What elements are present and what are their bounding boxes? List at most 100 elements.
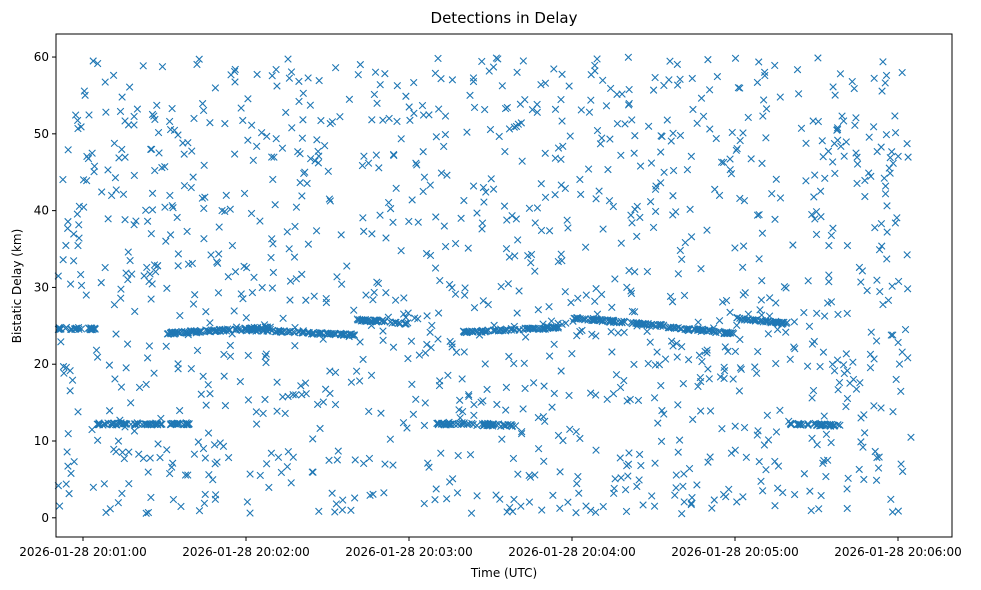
detection-marker: [143, 354, 152, 362]
detection-marker: [808, 434, 816, 442]
detection-marker: [502, 245, 511, 253]
detection-marker: [764, 330, 773, 338]
detection-marker: [464, 390, 473, 399]
detection-marker: [105, 361, 114, 369]
detection-marker: [727, 170, 736, 178]
detection-marker: [70, 325, 79, 333]
detection-marker: [855, 263, 864, 272]
detection-marker: [287, 479, 295, 487]
detection-marker: [259, 327, 268, 335]
detection-marker: [187, 365, 195, 373]
detection-marker: [494, 55, 502, 63]
detection-marker: [639, 501, 647, 509]
detection-marker: [434, 335, 442, 343]
detection-marker: [146, 454, 154, 462]
detection-marker: [393, 81, 402, 90]
detection-marker: [647, 159, 656, 167]
detection-marker: [733, 313, 742, 322]
detection-marker: [630, 360, 638, 369]
detection-marker: [469, 74, 478, 82]
detection-marker: [825, 271, 833, 279]
detection-marker: [427, 343, 435, 352]
detection-marker: [445, 478, 454, 486]
detection-marker: [389, 343, 398, 351]
detection-marker: [869, 123, 878, 131]
detection-marker: [331, 400, 340, 409]
detection-marker: [299, 89, 307, 98]
detection-marker: [286, 277, 295, 285]
detection-marker: [587, 96, 595, 104]
detection-marker: [593, 126, 602, 135]
detection-marker: [576, 175, 584, 184]
detection-marker: [733, 321, 741, 330]
detection-marker: [704, 55, 712, 64]
detection-marker: [876, 287, 884, 296]
detection-marker: [66, 367, 74, 375]
detection-marker: [224, 453, 233, 462]
detection-marker: [359, 459, 368, 468]
detection-marker: [289, 453, 297, 461]
detection-marker: [623, 462, 631, 470]
detection-marker: [147, 145, 156, 153]
detection-marker: [153, 420, 162, 428]
y-tick-label: 0: [41, 511, 49, 525]
detection-marker: [599, 76, 607, 84]
detection-marker: [907, 433, 915, 441]
detection-marker: [746, 316, 755, 324]
detection-marker: [244, 351, 252, 360]
detection-marker: [336, 113, 344, 121]
detection-marker: [828, 158, 837, 166]
detection-marker: [381, 69, 389, 78]
detection-marker: [687, 152, 696, 161]
detection-marker: [674, 448, 682, 456]
detection-marker: [704, 458, 712, 466]
detection-marker: [441, 242, 450, 251]
detection-marker: [200, 204, 208, 213]
detection-marker: [617, 151, 625, 160]
detection-marker: [738, 263, 747, 271]
detection-marker: [648, 492, 656, 500]
detection-marker: [473, 209, 481, 217]
detection-marker: [200, 161, 208, 169]
detection-marker: [97, 278, 105, 287]
detection-marker: [894, 277, 903, 286]
detection-marker: [66, 387, 74, 395]
detection-marker: [646, 197, 655, 206]
detection-marker: [564, 498, 572, 506]
detection-marker: [753, 78, 762, 87]
detection-marker: [432, 213, 440, 221]
detection-marker: [721, 343, 729, 351]
detection-marker: [510, 359, 518, 368]
detection-marker: [755, 210, 763, 219]
detection-marker: [614, 329, 622, 337]
detection-marker: [250, 273, 258, 282]
detection-marker: [165, 469, 174, 478]
detection-marker: [517, 502, 525, 510]
detection-marker: [432, 485, 440, 493]
detection-marker: [484, 326, 492, 334]
detection-marker: [769, 318, 777, 326]
detection-marker: [651, 185, 660, 194]
detection-marker: [139, 454, 148, 463]
detection-marker: [358, 161, 367, 170]
detection-marker: [64, 462, 72, 470]
detection-marker: [829, 224, 837, 232]
detection-marker: [551, 324, 560, 332]
detection-marker: [548, 403, 556, 411]
detection-marker: [247, 121, 256, 129]
detection-marker: [806, 487, 814, 495]
detection-marker: [744, 315, 752, 323]
detection-marker: [680, 498, 688, 506]
detection-marker: [295, 97, 303, 106]
detection-marker: [904, 153, 912, 161]
detection-marker: [124, 275, 132, 284]
x-tick-label: 2026-01-28 20:03:00: [345, 545, 472, 559]
detection-marker: [221, 401, 230, 410]
detection-marker: [326, 367, 334, 375]
detection-marker: [545, 227, 554, 235]
detection-marker: [77, 123, 85, 131]
detection-marker: [864, 169, 873, 177]
detection-marker: [213, 458, 221, 466]
detection-marker: [479, 183, 488, 192]
detection-marker: [422, 249, 431, 258]
